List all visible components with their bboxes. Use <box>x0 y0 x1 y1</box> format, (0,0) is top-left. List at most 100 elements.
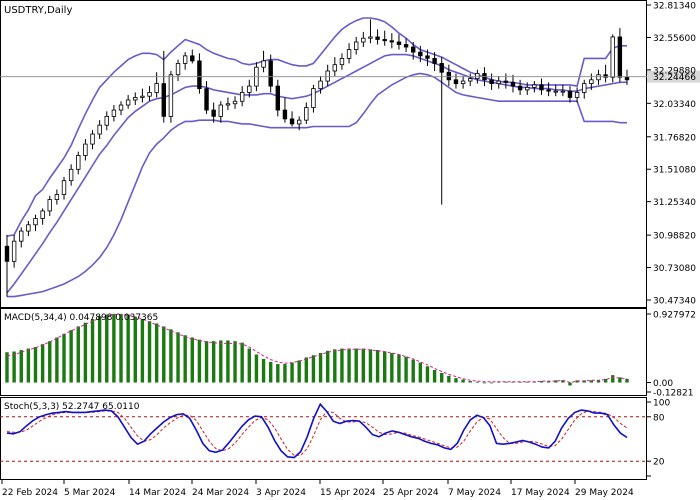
date-tick-label: 7 May 2024 <box>448 488 501 498</box>
current-price-label: 32.24466 <box>653 73 696 83</box>
price-tick-label: 31.51080 <box>653 166 696 176</box>
macd-histogram-bar <box>162 326 166 383</box>
macd-histogram-bar <box>226 340 230 383</box>
candle-body <box>11 240 17 262</box>
candle-body <box>133 97 138 101</box>
macd-histogram-bar <box>69 330 73 383</box>
macd-histogram-bar <box>432 369 437 383</box>
candle-body <box>553 90 558 93</box>
candle-body <box>517 85 523 91</box>
macd-histogram-bar <box>525 381 529 383</box>
macd-histogram-bar <box>97 316 102 383</box>
candle-body <box>325 70 330 82</box>
price-tick-label: 30.73080 <box>653 264 696 274</box>
macd-histogram-bar <box>618 377 622 383</box>
candle-body <box>268 60 273 87</box>
macd-histogram-bar <box>261 358 266 383</box>
macd-histogram-bar <box>147 321 152 383</box>
macd-histogram-bar <box>247 348 251 383</box>
macd-histogram-bar <box>12 351 16 383</box>
macd-pane <box>5 313 629 386</box>
candle-body <box>261 60 266 68</box>
candle-body <box>4 245 10 262</box>
price-tick-label: 30.98820 <box>653 232 696 242</box>
macd-histogram-bar <box>368 349 373 383</box>
macd-histogram-bar <box>546 381 551 383</box>
macd-histogram-bar <box>603 378 608 383</box>
candle-body <box>282 109 288 120</box>
macd-histogram-bar <box>504 381 508 383</box>
candle-body <box>175 63 181 76</box>
candle-body <box>453 79 459 84</box>
price-tick-label: 32.03340 <box>653 100 696 110</box>
macd-histogram-bar <box>169 329 173 383</box>
macd-histogram-bar <box>539 381 544 383</box>
price-tick-label: 32.29880 <box>653 66 696 76</box>
macd-histogram-bar <box>211 341 216 383</box>
macd-histogram-bar <box>554 380 558 383</box>
macd-histogram-bar <box>190 337 194 383</box>
macd-histogram-bar <box>340 348 344 383</box>
candle-body <box>610 36 615 78</box>
candle-body <box>432 57 437 64</box>
candle-body <box>403 44 409 48</box>
candle-body <box>197 60 202 90</box>
candle-body <box>218 104 223 117</box>
candle-body <box>375 36 380 40</box>
bollinger-line-lower <box>7 72 627 298</box>
candle-body <box>97 124 102 135</box>
macd-histogram-bar <box>290 362 294 383</box>
candle-body <box>496 80 501 84</box>
candle-body <box>204 88 209 111</box>
candle-body <box>582 83 587 93</box>
candle-body <box>546 89 551 92</box>
macd-histogram-bar <box>390 352 394 383</box>
candle-body <box>304 107 309 121</box>
macd-histogram-bar <box>375 350 380 383</box>
symbol-label: USDTRY,Daily <box>4 5 72 16</box>
candle-body <box>382 39 387 42</box>
price-pane <box>0 17 700 298</box>
stoch-tick-label: 100 <box>653 399 670 409</box>
candle-body <box>418 51 423 57</box>
macd-tick-label: -0.12821 <box>653 389 693 399</box>
macd-histogram-bar <box>83 322 88 383</box>
macd-histogram-bar <box>589 380 594 383</box>
bollinger-line-middle <box>6 53 627 294</box>
candle-body <box>296 119 302 125</box>
candle-body <box>339 57 345 66</box>
date-tick-label: 17 May 2024 <box>511 488 570 498</box>
macd-histogram-bar <box>347 348 351 383</box>
macd-histogram-bar <box>33 347 38 383</box>
macd-histogram-bar <box>468 381 472 383</box>
macd-histogram-bar <box>154 323 159 383</box>
candle-body <box>446 71 452 81</box>
candle-body <box>40 210 45 219</box>
macd-histogram-bar <box>176 332 180 383</box>
candle-body <box>539 84 544 91</box>
macd-histogram-bar <box>561 380 565 383</box>
macd-histogram-bar <box>233 341 237 383</box>
macd-histogram-bar <box>411 359 415 383</box>
macd-histogram-bar <box>276 364 280 383</box>
candle-body <box>125 99 131 106</box>
candle-body <box>589 79 594 84</box>
macd-signal-line <box>6 314 628 384</box>
date-tick-label: 14 Mar 2024 <box>129 488 186 498</box>
macd-histogram-bar <box>219 340 223 383</box>
stoch-label: Stoch(5,3,3) 52.2747 65.0110 <box>4 402 140 412</box>
macd-histogram-bar <box>48 341 52 383</box>
candle-body <box>33 218 38 226</box>
candle-body <box>239 92 245 102</box>
stoch-pane <box>0 402 647 462</box>
macd-histogram-bar <box>76 326 80 383</box>
macd-histogram-bar <box>425 366 430 383</box>
macd-histogram-bar <box>183 335 187 383</box>
candle-body <box>332 64 338 72</box>
current-price-tag <box>647 70 700 83</box>
candle-body <box>503 80 509 83</box>
macd-histogram-bar <box>361 348 366 383</box>
macd-histogram-bar <box>418 362 423 383</box>
